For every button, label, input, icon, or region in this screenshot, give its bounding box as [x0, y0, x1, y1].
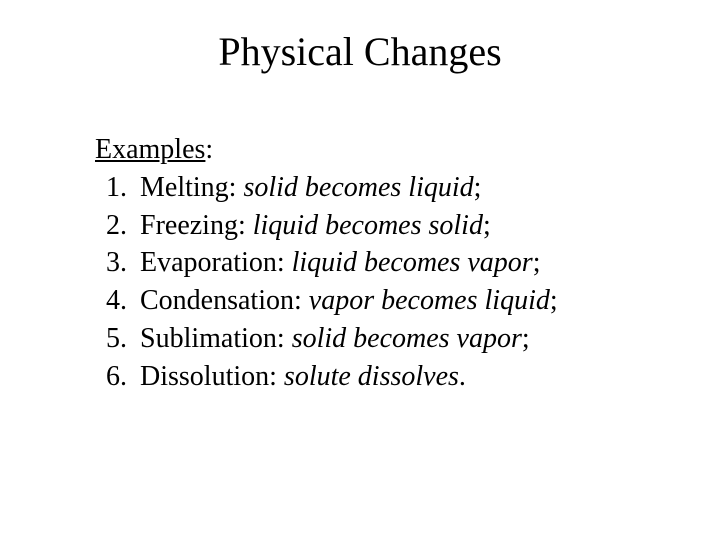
slide: Physical Changes Examples: Meltingsolid … [0, 0, 720, 540]
item-desc: solute dissolves [284, 361, 459, 392]
item-desc: vapor becomes liquid [309, 285, 550, 316]
item-desc: solid becomes liquid [243, 172, 473, 203]
list-item: Sublimationsolid becomes vapor; [134, 320, 720, 358]
list-item: Evaporationliquid becomes vapor; [134, 244, 720, 282]
item-term: Melting [140, 172, 243, 203]
item-term: Dissolution [140, 361, 284, 392]
item-desc: liquid becomes solid [253, 210, 483, 241]
item-punct: . [459, 361, 466, 392]
examples-heading: Examples: [88, 131, 720, 169]
item-punct: ; [483, 210, 491, 241]
list-item: Freezingliquid becomes solid; [134, 207, 720, 245]
item-punct: ; [533, 247, 541, 278]
item-desc: liquid becomes vapor [292, 247, 533, 278]
slide-title: Physical Changes [0, 0, 720, 75]
item-term: Freezing [140, 210, 253, 241]
examples-label: Examples [95, 134, 205, 165]
examples-list: Meltingsolid becomes liquid; Freezingliq… [88, 169, 720, 396]
item-punct: ; [522, 323, 530, 354]
list-item: Meltingsolid becomes liquid; [134, 169, 720, 207]
item-punct: ; [474, 172, 482, 203]
slide-body: Examples: Meltingsolid becomes liquid; F… [0, 75, 720, 396]
examples-colon: : [205, 134, 213, 165]
list-item: Dissolutionsolute dissolves. [134, 358, 720, 396]
item-punct: ; [550, 285, 558, 316]
item-term: Condensation [140, 285, 309, 316]
list-item: Condensationvapor becomes liquid; [134, 282, 720, 320]
item-desc: solid becomes vapor [292, 323, 522, 354]
item-term: Sublimation [140, 323, 292, 354]
item-term: Evaporation [140, 247, 292, 278]
